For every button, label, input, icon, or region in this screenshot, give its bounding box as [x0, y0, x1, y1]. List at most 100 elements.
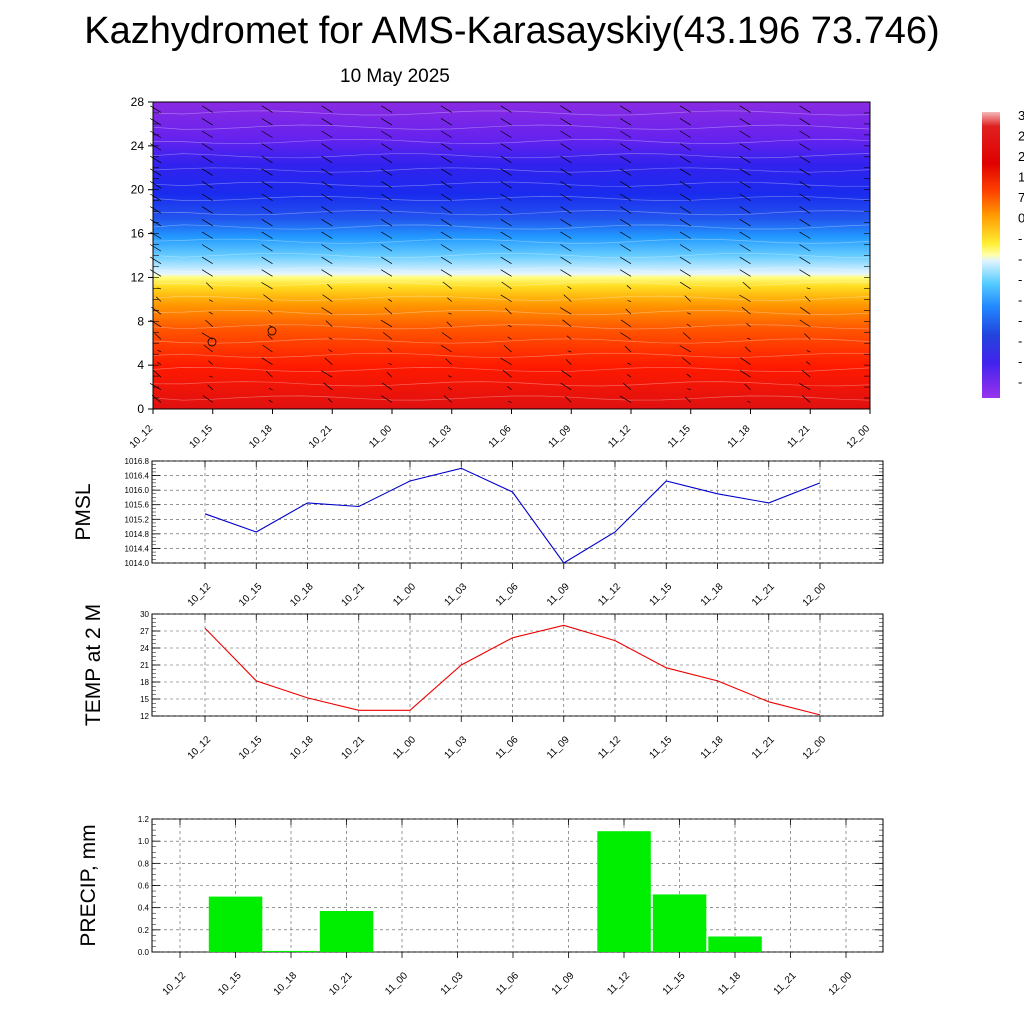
precip-bar: [708, 936, 762, 952]
contour-line: [152, 267, 871, 273]
wind-barb: [261, 118, 273, 126]
chart-title: Kazhydromet for AMS-Karasayskiy(43.196 7…: [84, 10, 940, 52]
wind-barb: [381, 256, 393, 265]
colorbar-label: 0: [1018, 211, 1024, 226]
wind-barb: [500, 244, 512, 252]
wind-barb: [560, 231, 572, 239]
wind-barb: [620, 332, 632, 340]
wind-barb: [620, 181, 632, 189]
wind-barb: [742, 281, 751, 290]
wind-barb: [321, 118, 333, 126]
wind-barb: [321, 181, 333, 189]
pmsl-frame: [151, 460, 884, 564]
chart-subtitle: 10 May 2025: [340, 66, 450, 87]
wind-barb: [626, 285, 632, 290]
pmsl-x-tick-label: 11_03: [442, 581, 469, 608]
temp-ylabel: TEMP at 2 M: [82, 604, 105, 726]
wind-barb: [741, 306, 751, 315]
wind-barb: [739, 193, 751, 201]
wind-barb: [268, 387, 273, 391]
wind-barb: [321, 219, 333, 227]
wind-barb: [620, 130, 632, 138]
wind-barb: [507, 400, 512, 403]
wind-barb: [560, 143, 572, 151]
wind-barb: [201, 130, 213, 138]
wind-barb: [739, 256, 751, 265]
wind-barb: [388, 363, 393, 365]
wind-barb: [201, 256, 213, 265]
precip-bar: [597, 831, 651, 952]
wind-barb: [442, 281, 452, 290]
temp-y-tick-label: 12: [140, 712, 149, 721]
precip-y-tick-label: 1.2: [138, 815, 150, 824]
temp-y-tick-label: 30: [140, 610, 149, 619]
wind-barb: [739, 168, 751, 176]
wind-barb: [150, 244, 162, 252]
contour-line: [152, 124, 871, 130]
contour-line: [152, 295, 871, 301]
wind-barb: [799, 143, 811, 151]
wind-barb: [799, 231, 811, 239]
wind-barb: [157, 287, 162, 290]
wind-barb: [567, 350, 572, 353]
y-tick-label: 0: [137, 402, 144, 416]
wind-barb: [448, 312, 452, 315]
wind-barb: [382, 332, 393, 340]
temp-x-tick-label: 10_15: [237, 734, 265, 762]
wind-barb: [620, 143, 632, 151]
wind-barb: [321, 143, 333, 151]
x-tick-label: 11_06: [487, 423, 514, 450]
wind-barb: [679, 244, 691, 252]
wind-barb: [150, 130, 162, 138]
wind-barb: [201, 168, 213, 176]
wind-barb: [686, 373, 691, 378]
precip-bar: [652, 894, 707, 952]
wind-barb: [620, 155, 632, 164]
wind-barb: [323, 382, 333, 391]
temp-y-tick-label: 15: [140, 695, 149, 704]
wind-barb: [561, 370, 572, 378]
wind-barb: [448, 375, 452, 378]
wind-barb: [560, 118, 572, 126]
wind-barb: [440, 269, 452, 277]
wind-barb: [620, 269, 632, 277]
wind-barb: [201, 244, 213, 252]
precip-y-tick-label: 0.8: [138, 859, 150, 868]
colorbar-label: 7: [1018, 190, 1024, 205]
wind-barb: [325, 320, 333, 328]
wind-barb: [261, 105, 273, 113]
wind-barb: [441, 332, 452, 340]
wind-barb: [150, 155, 162, 164]
wind-barb: [261, 244, 273, 252]
x-tick-label: 12_00: [845, 423, 873, 451]
colorbar-label: -: [1018, 375, 1022, 390]
temp-x-tick-label: 11_09: [545, 734, 572, 761]
temp-y-tick-label: 18: [140, 678, 149, 687]
colorbar-label: 1: [1018, 170, 1024, 185]
wind-barb: [739, 105, 751, 113]
wind-barb: [440, 118, 452, 126]
wind-barb: [739, 130, 751, 138]
temp-y-tick-label: 24: [140, 644, 149, 653]
precip-bar: [264, 950, 318, 952]
wind-barb: [679, 118, 691, 126]
y-tick-label: 4: [137, 358, 144, 372]
colorbar-label: -: [1018, 272, 1022, 287]
wind-barb: [567, 286, 572, 290]
wind-barb: [261, 219, 273, 227]
contour-line: [152, 281, 871, 287]
wind-barb: [445, 358, 452, 365]
precip-y-tick-label: 0.4: [138, 904, 150, 913]
wind-barb: [560, 382, 572, 391]
wind-barb: [739, 231, 751, 239]
wind-barb: [625, 308, 632, 315]
wind-barb: [381, 105, 393, 113]
contour-line: [152, 138, 871, 145]
wind-barb: [381, 219, 393, 227]
wind-barb: [799, 319, 811, 328]
precip-x-tick-label: 11_12: [605, 970, 632, 997]
precip-bar: [208, 896, 263, 952]
colorbar-label: -: [1018, 252, 1022, 267]
wind-barb: [507, 324, 512, 328]
